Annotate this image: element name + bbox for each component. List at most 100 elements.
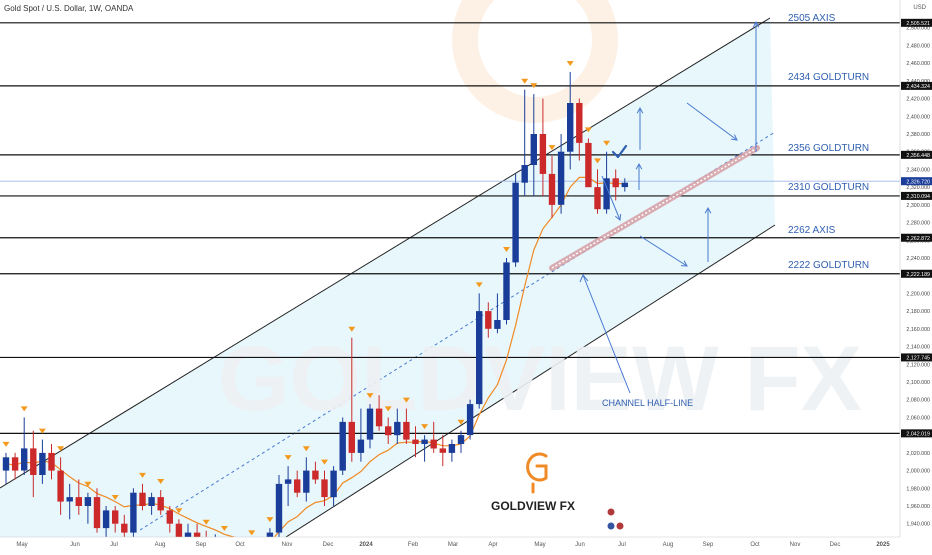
level-price-tag: 2,262.872 (906, 236, 930, 242)
candle-body (166, 510, 173, 524)
candle-body (530, 134, 537, 165)
y-tick-label: 1,980.000 (906, 486, 930, 492)
level-price-tag: 2,310.094 (906, 194, 930, 200)
signal-marker (20, 406, 28, 412)
level-price-tag: 2,356.448 (906, 153, 930, 159)
annotation-goldturn_2434: 2434 GOLDTURN (788, 72, 869, 83)
x-tick-label: Sep (703, 542, 714, 548)
signal-marker (384, 406, 392, 412)
y-tick-label: 2,120.000 (906, 362, 930, 368)
candles-group (2, 72, 628, 555)
candle-body (2, 457, 10, 471)
signal-marker (175, 508, 183, 514)
candle-body (312, 470, 319, 480)
candle-body (321, 479, 328, 498)
projection-arrow-3 (601, 175, 621, 221)
check-icon (611, 144, 628, 159)
x-tick-label: Sep (196, 542, 207, 548)
y-tick-label: 2,380.000 (906, 132, 930, 138)
candle-body (576, 103, 583, 143)
candle-body (39, 452, 46, 475)
signal-marker (348, 326, 356, 332)
level-price-tag: 2,434.324 (906, 84, 930, 90)
us-flag-icon (606, 521, 616, 531)
level-price-tag: 2,222.189 (906, 272, 930, 278)
candle-body (275, 483, 283, 533)
signal-marker (202, 519, 210, 525)
candle-body (148, 497, 155, 506)
candle-body (294, 479, 301, 493)
candle-body (375, 408, 383, 427)
candle-body (303, 470, 310, 493)
y-tick-label: 2,300.000 (906, 203, 930, 209)
x-tick-label: Jun (575, 542, 585, 548)
y-tick-label: 2,420.000 (906, 97, 930, 103)
current-price-tag: 2,326.720 (906, 179, 930, 185)
level-price-tag-bg (901, 18, 932, 27)
candle-body (175, 523, 183, 537)
level-price-tag-bg (901, 269, 932, 278)
candle-body (394, 421, 401, 436)
y-tick-label: 2,200.000 (906, 291, 930, 297)
candle-body (102, 510, 110, 529)
projection-arrowhead-2 (635, 162, 643, 170)
signal-marker (302, 446, 310, 452)
y-tick-label: 1,960.000 (906, 504, 930, 510)
annotation-axis_2262: 2262 AXIS (788, 225, 836, 236)
half-line-pointer-arrowhead (579, 274, 589, 283)
x-tick-label: Aug (663, 542, 674, 548)
y-tick-label: 2,180.000 (906, 309, 930, 315)
y-tick-label: 2,400.000 (906, 114, 930, 120)
projection-arrowhead-1 (636, 106, 644, 114)
time-axis-bg (0, 537, 900, 550)
signal-marker (139, 472, 146, 478)
candle-body (21, 448, 28, 471)
current-price-tag-bg (901, 177, 932, 186)
x-tick-label: 2024 (359, 542, 373, 548)
candle-body (539, 134, 547, 174)
candle-body (48, 452, 55, 471)
currency-label: USD (913, 5, 926, 11)
candle-body (612, 178, 619, 188)
candle-body (57, 470, 64, 502)
signal-marker (548, 145, 556, 151)
level-price-tag-bg (901, 191, 932, 200)
candle-body (494, 320, 501, 329)
projection-arrowhead-0 (752, 20, 760, 28)
candle-body (621, 182, 628, 188)
projection-arrowhead-3 (615, 213, 622, 221)
signal-marker (530, 83, 538, 89)
candle-body (348, 421, 355, 453)
candle-body (567, 103, 574, 152)
signal-marker (503, 247, 510, 252)
us-flag-icon (606, 507, 616, 517)
level-price-tag: 2,505.521 (906, 21, 930, 27)
x-tick-label: Mar (448, 542, 458, 548)
x-tick-label: Jul (110, 542, 118, 548)
chart-title: Gold Spot / U.S. Dollar, 1W, OANDA (4, 4, 134, 13)
logo-text: GOLDVIEW FX (491, 499, 575, 513)
candle-body (421, 439, 428, 444)
candle-body (557, 151, 565, 205)
candle-body (66, 497, 73, 502)
x-tick-label: Nov (282, 542, 293, 548)
level-price-tag-bg (901, 429, 932, 438)
x-tick-label: Oct (235, 542, 245, 548)
annotation-goldturn_2310: 2310 GOLDTURN (788, 182, 869, 193)
candle-body (30, 448, 37, 475)
level-price-tag-bg (901, 150, 932, 159)
candle-body (503, 262, 510, 320)
signal-marker (366, 393, 374, 399)
projection-arrow-6 (686, 102, 738, 141)
us-flag-icon (615, 521, 625, 531)
candle-body (157, 497, 164, 511)
level-price-tag-bg (901, 81, 932, 90)
candle-body (585, 142, 592, 188)
candle-body (93, 497, 101, 529)
signal-marker (84, 481, 92, 487)
signal-marker (2, 441, 10, 447)
x-tick-label: May (16, 542, 27, 548)
watermark-logo-ring (452, 0, 618, 123)
y-tick-label: 2,500.000 (906, 26, 930, 32)
